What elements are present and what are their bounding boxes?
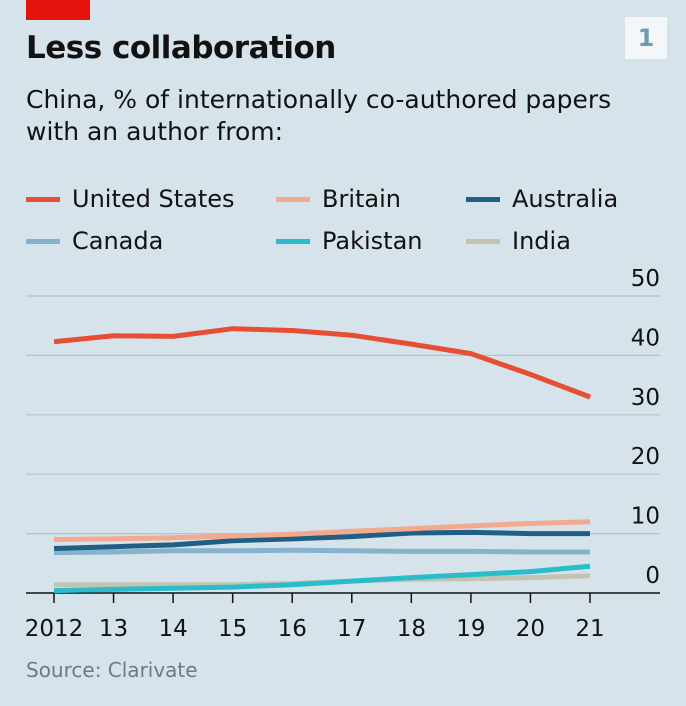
x-tick-label: 18 [397,616,426,642]
y-tick-label: 40 [631,325,660,351]
legend-label: Pakistan [322,227,423,255]
y-tick-label: 30 [631,385,660,411]
legend-label: Australia [512,185,619,213]
legend-swatch [276,196,310,202]
legend-label: Canada [72,227,164,255]
legend-swatch [466,196,500,202]
legend-label: United States [72,185,235,213]
y-tick-label: 20 [631,444,660,470]
x-tick-label: 19 [456,616,485,642]
legend-item-pakistan: Pakistan [276,227,423,255]
x-tick-label: 13 [99,616,128,642]
legend-label: Britain [322,185,401,213]
legend-item-india: India [466,227,571,255]
y-tick-label: 0 [645,563,660,589]
y-tick-label: 50 [631,266,660,292]
x-tick-label: 20 [516,616,545,642]
source-note: Source: Clarivate [26,658,198,682]
legend-swatch [26,196,60,202]
legend-item-canada: Canada [26,227,163,255]
legend-swatch [466,238,500,244]
y-tick-label: 10 [631,504,660,530]
series-line-pakistan [53,563,591,594]
legend-item-britain: Britain [276,185,401,213]
legend-swatch [26,238,60,244]
legend-item-united-states: United States [26,185,235,213]
series-line-australia [53,529,590,551]
chart-subtitle: China, % of internationally co-authored … [26,85,612,146]
x-tick-label: 17 [337,616,366,642]
x-tick-label: 21 [575,616,604,642]
series-line-canada [53,547,590,556]
x-tick-label: 14 [158,616,187,642]
legend-item-australia: Australia [466,185,618,213]
legend-swatch [276,238,310,244]
chart-title: Less collaboration [26,30,336,66]
x-tick-label: 16 [278,616,307,642]
chart-number-badge: 1 [625,17,667,59]
series-line-united-states [53,326,591,400]
x-tick-label: 15 [218,616,247,642]
brand-bar [26,0,90,20]
legend-label: India [512,227,571,255]
x-tick-label: 2012 [25,616,84,642]
series-line-britain [53,519,591,542]
